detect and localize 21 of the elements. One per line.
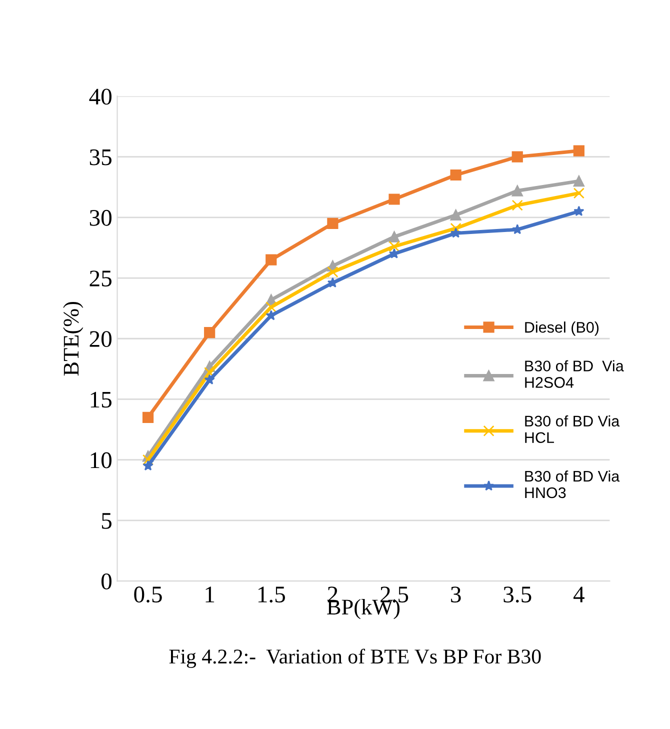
legend-label: B30 of BD Via H2SO4 <box>525 360 624 388</box>
legend-label: B30 of BD Via HCL <box>525 415 620 444</box>
legend-label: Diesel (B0) <box>525 322 599 336</box>
y-tick-label: 15 <box>90 392 112 408</box>
text: Fig 4.2.2:- Variation of BTE Vs BP For B30 <box>169 648 541 668</box>
x-tick-label: 1 <box>206 586 214 602</box>
x-tick-label: 0.5 <box>134 586 162 603</box>
y-axis-title: BTE(%) <box>63 302 84 376</box>
y-tick-label: 35 <box>90 149 112 166</box>
y-tick-label: 20 <box>90 331 112 348</box>
x-tick-label: 1.5 <box>258 586 285 603</box>
y-tick-label: 40 <box>89 88 112 105</box>
x-tick-label: 3 <box>451 586 461 602</box>
y-tick-label: 30 <box>90 210 112 226</box>
y-tick-label: 25 <box>90 270 112 286</box>
x-tick-label: 4 <box>573 586 584 602</box>
legend-label: B30 of BD Via HNO3 <box>525 470 620 498</box>
y-tick-label: 10 <box>90 452 112 468</box>
x-tick-label: 3.5 <box>504 586 532 603</box>
y-tick-label: 5 <box>102 513 112 529</box>
y-tick-label: 0 <box>101 574 112 590</box>
